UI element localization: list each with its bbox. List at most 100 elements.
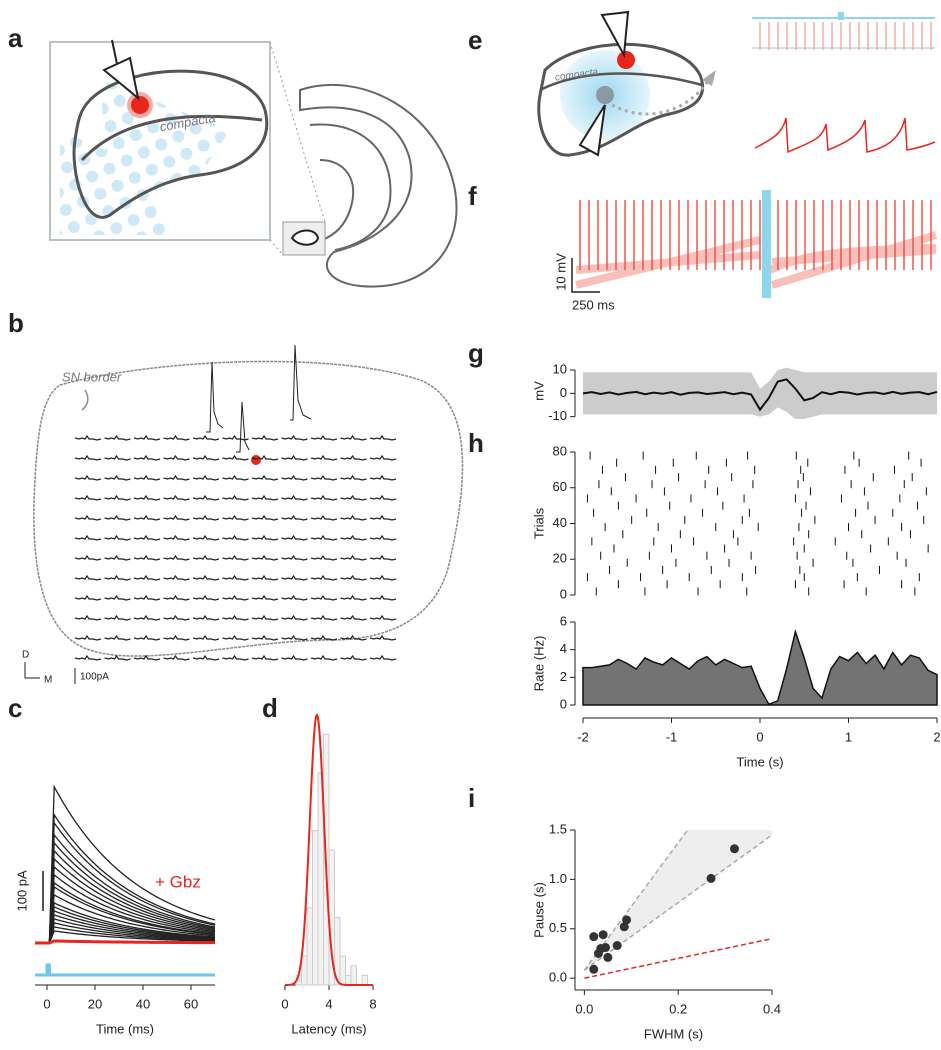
cell-trace bbox=[369, 454, 397, 461]
cell-trace bbox=[310, 594, 338, 601]
arrow bbox=[81, 389, 89, 411]
cell-trace bbox=[281, 654, 308, 661]
border-label: SN border bbox=[62, 369, 122, 384]
x-tick-label: 0.0 bbox=[575, 1001, 593, 1016]
y-tick-label: 0 bbox=[560, 586, 567, 601]
cell-trace bbox=[133, 534, 161, 541]
cell-trace bbox=[369, 534, 397, 541]
panel-label: e bbox=[468, 25, 482, 55]
cell-trace bbox=[251, 554, 279, 561]
cell-trace bbox=[222, 454, 249, 461]
annotation: + Gbz bbox=[155, 872, 201, 891]
point bbox=[600, 943, 610, 953]
trace bbox=[35, 885, 216, 944]
cell-trace bbox=[192, 494, 220, 501]
point bbox=[589, 932, 599, 942]
cell-trace bbox=[74, 454, 102, 461]
cell-trace bbox=[340, 494, 367, 501]
point bbox=[619, 922, 629, 932]
projection bbox=[611, 77, 712, 116]
trace bbox=[35, 881, 216, 944]
y-tick-label: 1.0 bbox=[549, 871, 567, 886]
cell-trace bbox=[222, 434, 249, 441]
brain-outline bbox=[299, 83, 458, 288]
cell-trace bbox=[163, 594, 190, 601]
point bbox=[612, 941, 622, 951]
cell-trace bbox=[133, 434, 161, 441]
y-tick-label: 0.0 bbox=[549, 970, 567, 985]
mean-line bbox=[582, 378, 938, 412]
pipette bbox=[600, 10, 630, 59]
y-tick-label: 1.5 bbox=[549, 821, 567, 836]
cell-trace bbox=[340, 514, 367, 521]
cell-trace bbox=[369, 614, 397, 621]
cell-trace bbox=[104, 494, 131, 501]
sn-border bbox=[33, 360, 464, 657]
x-tick-label: 60 bbox=[184, 996, 198, 1011]
y-axis-label: Pause (s) bbox=[531, 882, 546, 938]
brain-outline bbox=[309, 123, 392, 251]
cell-trace bbox=[104, 554, 131, 561]
cell-trace bbox=[340, 654, 367, 661]
band bbox=[584, 830, 772, 971]
cell-trace bbox=[192, 534, 220, 541]
x-tick-label: 0 bbox=[281, 996, 288, 1011]
cell-trace bbox=[222, 474, 249, 481]
x-tick-label: 0.2 bbox=[669, 1001, 687, 1016]
cell-trace bbox=[310, 614, 338, 621]
ramps bbox=[575, 231, 938, 289]
trace bbox=[35, 820, 216, 944]
arrow-head bbox=[702, 70, 716, 86]
trace bbox=[35, 873, 216, 944]
red-trace bbox=[754, 117, 936, 154]
grid-dots bbox=[60, 80, 230, 235]
band bbox=[583, 367, 937, 419]
cell-trace bbox=[310, 534, 338, 541]
cell-trace bbox=[163, 434, 190, 441]
x-axis-label: Time (s) bbox=[736, 754, 783, 769]
point bbox=[598, 930, 608, 940]
cell-trace bbox=[163, 494, 190, 501]
bar bbox=[345, 974, 352, 986]
cell-trace bbox=[133, 474, 161, 481]
bar bbox=[334, 917, 341, 986]
cell-trace bbox=[192, 474, 220, 481]
panel-e: e compacta bbox=[468, 10, 936, 157]
zoom-line bbox=[269, 41, 326, 223]
x-tick-label: 0.4 bbox=[763, 1001, 781, 1016]
stim-bar bbox=[762, 190, 771, 298]
compacta-line bbox=[539, 72, 703, 92]
axis-d: D bbox=[22, 650, 29, 661]
bar bbox=[350, 965, 357, 986]
y-tick-label: 60 bbox=[553, 479, 567, 494]
cell-trace bbox=[192, 654, 220, 661]
big-trace bbox=[206, 361, 224, 433]
y-tick-label: 6 bbox=[560, 613, 567, 628]
trace bbox=[35, 905, 216, 944]
point bbox=[603, 952, 613, 962]
cell-trace bbox=[74, 494, 102, 501]
cell-trace bbox=[163, 514, 190, 521]
y-scale-label: 10 mV bbox=[553, 253, 568, 291]
cell-trace bbox=[74, 634, 102, 641]
cell-trace bbox=[163, 634, 190, 641]
cell-trace bbox=[310, 454, 338, 461]
cell-trace bbox=[222, 514, 249, 521]
cell-trace bbox=[192, 514, 220, 521]
cell-trace bbox=[74, 574, 102, 581]
trace bbox=[35, 922, 216, 944]
bar bbox=[301, 955, 308, 986]
cell-trace bbox=[74, 654, 102, 661]
trace bbox=[35, 901, 216, 944]
trace bbox=[35, 939, 216, 945]
bar bbox=[361, 974, 368, 986]
point bbox=[622, 915, 632, 925]
axis-m: M bbox=[44, 675, 52, 686]
cell-trace bbox=[133, 614, 161, 621]
cell-trace bbox=[310, 554, 338, 561]
trace bbox=[35, 914, 216, 944]
fit-curve bbox=[284, 713, 373, 986]
panel-a: a compacta bbox=[8, 23, 458, 288]
cell-trace bbox=[74, 514, 102, 521]
compacta-line bbox=[80, 114, 263, 162]
